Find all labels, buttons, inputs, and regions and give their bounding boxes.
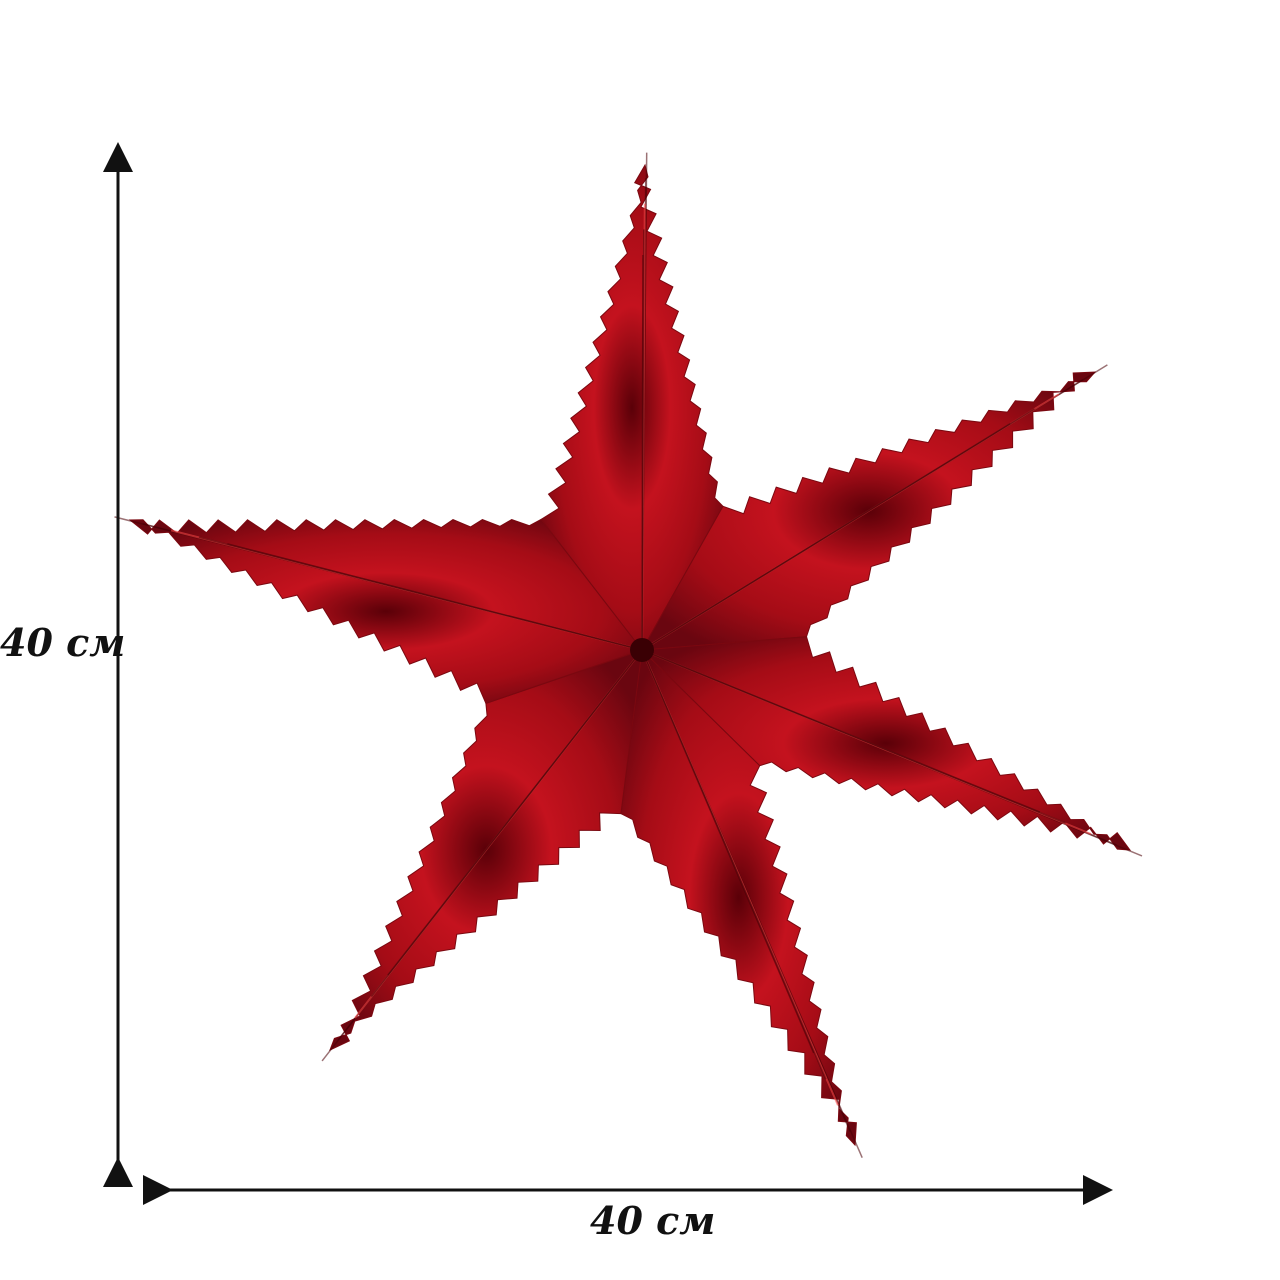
star-fold-line [641, 254, 644, 651]
star-fold-line [227, 543, 643, 651]
star-arm [540, 163, 724, 651]
star-arm [128, 518, 643, 705]
star-fold-line [387, 649, 643, 976]
height-label: 40 см [0, 620, 126, 665]
star-arm [620, 648, 857, 1147]
star-fold-line [641, 649, 815, 1054]
star-arm [640, 636, 1132, 851]
width-label: 40 см [590, 1198, 716, 1243]
star-center [630, 638, 654, 662]
star-fold-line [641, 649, 1041, 813]
star-fold-line [641, 422, 1011, 651]
red-star-ornament [114, 152, 1143, 1158]
